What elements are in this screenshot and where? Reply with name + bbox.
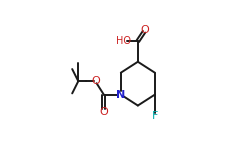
- Text: O: O: [91, 76, 100, 86]
- Text: F: F: [152, 111, 158, 122]
- Text: O: O: [141, 25, 150, 35]
- Text: N: N: [116, 90, 126, 100]
- Text: HO: HO: [116, 36, 131, 46]
- Text: O: O: [100, 107, 108, 117]
